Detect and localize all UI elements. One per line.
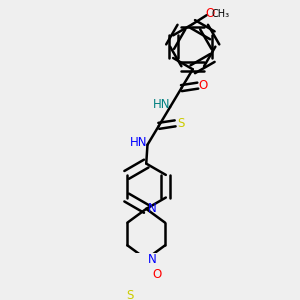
- Text: CH₃: CH₃: [211, 9, 230, 19]
- Text: N: N: [148, 202, 157, 215]
- Text: HN: HN: [130, 136, 147, 149]
- Text: O: O: [152, 268, 161, 281]
- Text: S: S: [177, 117, 184, 130]
- Text: N: N: [148, 254, 157, 266]
- Text: S: S: [127, 289, 134, 300]
- Text: O: O: [205, 8, 214, 20]
- Text: O: O: [199, 79, 208, 92]
- Text: HN: HN: [153, 98, 171, 112]
